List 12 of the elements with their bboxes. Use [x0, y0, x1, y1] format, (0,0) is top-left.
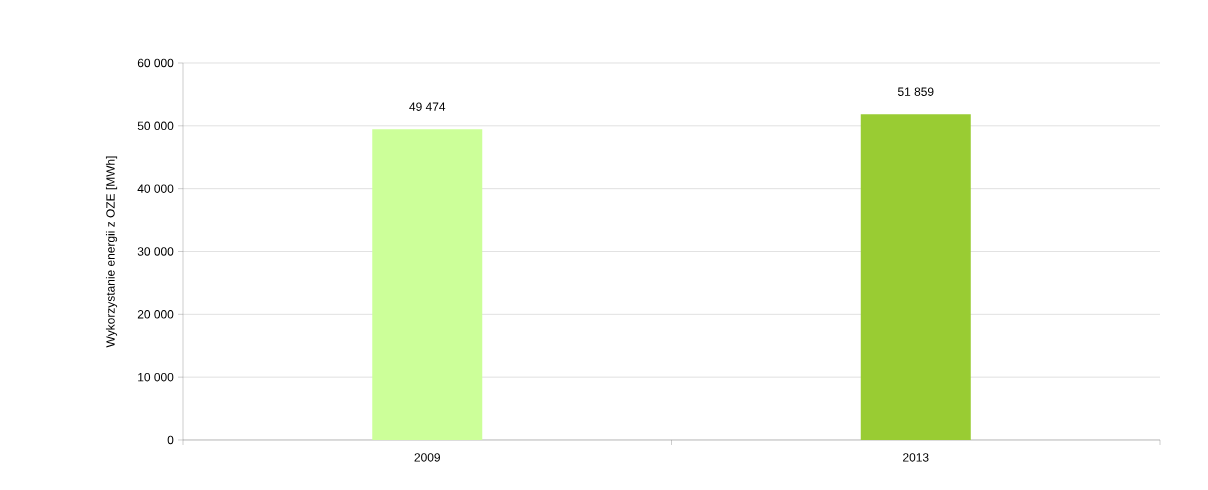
- y-tick-label: 50 000: [137, 121, 174, 131]
- x-tick-label: 2009: [414, 453, 440, 462]
- y-tick-label: 60 000: [137, 58, 174, 68]
- y-tick-label: 30 000: [137, 247, 174, 256]
- y-tick-label: 40 000: [137, 184, 174, 193]
- y-tick-label: 20 000: [137, 310, 174, 319]
- x-tick-label: 2013: [903, 453, 929, 462]
- y-tick-label: 0: [167, 435, 174, 445]
- y-tick-label: 10 000: [138, 372, 174, 382]
- data-label: 51 859: [897, 87, 934, 96]
- data-label: 49 474: [409, 102, 446, 111]
- y-axis-title: Wykorzystanie energii z OZE [MWh]: [105, 156, 118, 348]
